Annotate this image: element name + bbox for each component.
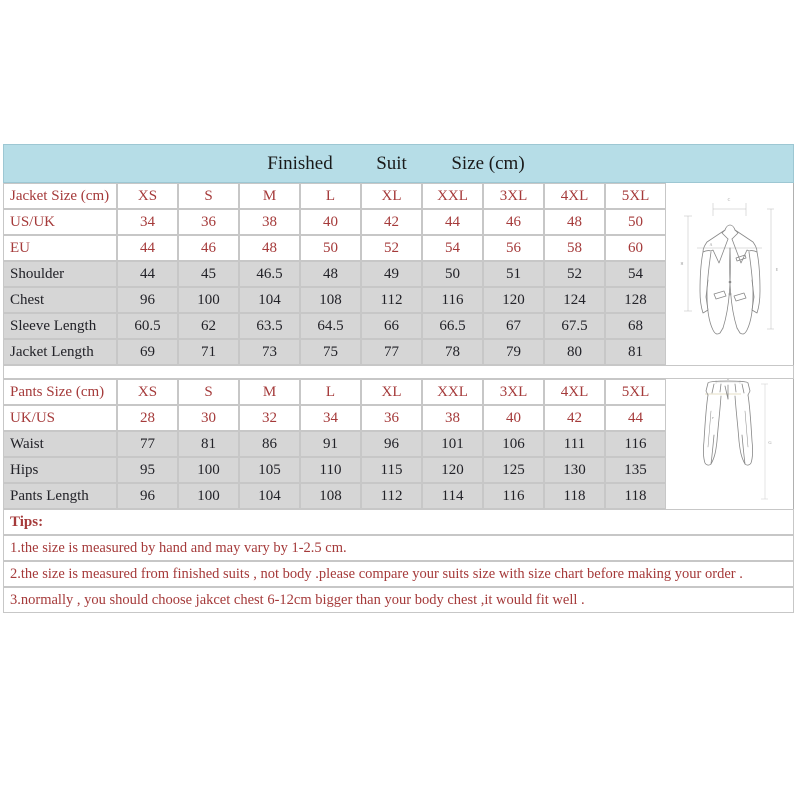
svg-text:E: E (776, 267, 779, 272)
svg-text:G: G (768, 440, 772, 445)
svg-text:C: C (728, 197, 731, 202)
svg-text:H: H (681, 261, 684, 266)
svg-text:F: F (712, 416, 714, 420)
svg-text:A: A (710, 242, 713, 247)
